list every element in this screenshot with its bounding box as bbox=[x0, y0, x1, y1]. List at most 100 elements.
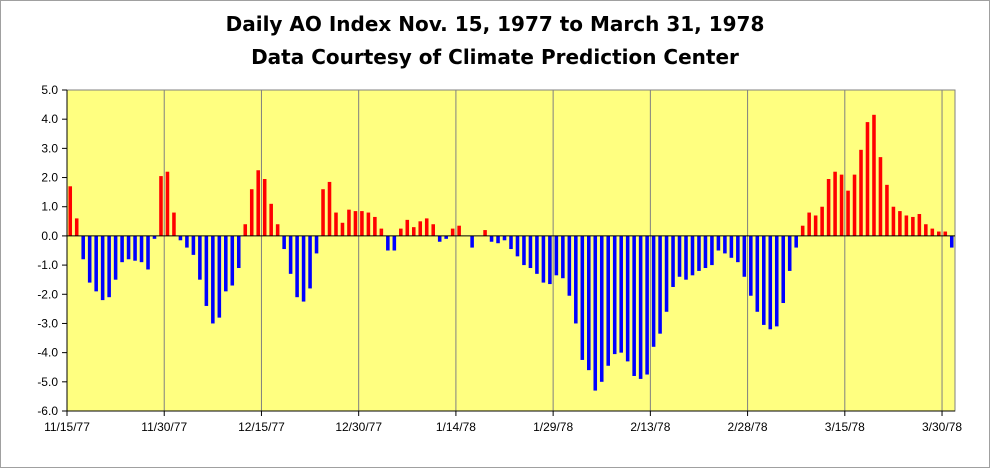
bar-day-111 bbox=[787, 235, 792, 271]
bar-day-74 bbox=[548, 235, 552, 285]
bar-day-108 bbox=[768, 235, 773, 330]
bar-day-51 bbox=[399, 228, 403, 236]
bar-day-96 bbox=[690, 235, 695, 276]
bar-day-118 bbox=[833, 171, 837, 236]
y-tick-label: 3.0 bbox=[41, 141, 58, 155]
y-tick-label: 0.0 bbox=[41, 229, 58, 243]
bar-day-66 bbox=[496, 235, 500, 244]
bar-day-5 bbox=[100, 235, 105, 301]
bar-day-34 bbox=[288, 235, 293, 274]
y-tick-label: -4.0 bbox=[37, 346, 58, 360]
bar-day-64 bbox=[483, 230, 487, 236]
bar-day-86 bbox=[625, 235, 630, 362]
y-tick-label: -6.0 bbox=[37, 404, 58, 418]
bar-day-50 bbox=[392, 235, 397, 251]
bar-day-90 bbox=[651, 235, 656, 347]
x-tick-label: 12/30/77 bbox=[335, 420, 382, 434]
bar-day-82 bbox=[599, 235, 604, 382]
bar-day-114 bbox=[807, 212, 811, 236]
vertical-gridlines bbox=[163, 90, 943, 411]
bar-day-98 bbox=[703, 235, 708, 269]
bar-day-132 bbox=[924, 224, 928, 236]
bar-day-14 bbox=[159, 176, 163, 236]
bar-day-65 bbox=[489, 235, 494, 242]
bar-day-70 bbox=[522, 235, 526, 266]
bar-day-27 bbox=[243, 224, 248, 236]
bar-day-43 bbox=[347, 209, 351, 236]
bar-day-49 bbox=[386, 235, 390, 251]
bar-day-76 bbox=[561, 235, 565, 279]
bar-day-22 bbox=[211, 235, 215, 324]
bar-day-95 bbox=[684, 235, 688, 280]
x-tick-label: 3/30/78 bbox=[922, 420, 962, 434]
bar-day-71 bbox=[528, 235, 533, 269]
bar-day-79 bbox=[580, 235, 585, 360]
bar-day-19 bbox=[191, 235, 196, 255]
bar-day-47 bbox=[373, 216, 377, 236]
bar-day-24 bbox=[224, 235, 228, 292]
bar-day-21 bbox=[204, 235, 209, 306]
bar-day-25 bbox=[230, 235, 235, 286]
bar-day-120 bbox=[846, 190, 850, 236]
bar-day-106 bbox=[755, 235, 760, 312]
bar-day-92 bbox=[664, 235, 669, 312]
bar-day-94 bbox=[677, 235, 682, 277]
bar-day-124 bbox=[872, 114, 876, 236]
bar-day-130 bbox=[911, 216, 915, 236]
bar-day-23 bbox=[217, 235, 222, 318]
bar-day-104 bbox=[742, 235, 747, 277]
bar-day-40 bbox=[327, 181, 332, 236]
bar-day-109 bbox=[774, 235, 779, 327]
x-tick-label: 11/15/77 bbox=[44, 420, 90, 434]
bar-day-83 bbox=[606, 235, 610, 366]
bar-day-13 bbox=[152, 235, 157, 239]
bar-day-116 bbox=[820, 206, 824, 236]
bar-day-59 bbox=[450, 228, 455, 236]
bar-day-33 bbox=[282, 235, 286, 250]
bar-day-89 bbox=[645, 235, 649, 375]
bar-day-75 bbox=[554, 235, 559, 276]
bar-day-3 bbox=[87, 235, 92, 283]
y-tick-label: 5.0 bbox=[41, 83, 58, 97]
chart-title-line-2: Data Courtesy of Climate Prediction Cent… bbox=[251, 45, 739, 69]
bar-day-112 bbox=[794, 235, 798, 248]
y-tick-label: -2.0 bbox=[37, 287, 58, 301]
bar-day-28 bbox=[249, 189, 254, 236]
bar-day-48 bbox=[379, 228, 384, 236]
bar-day-133 bbox=[930, 228, 935, 236]
bar-day-110 bbox=[781, 235, 786, 304]
bar-day-11 bbox=[139, 235, 144, 263]
bar-day-1 bbox=[74, 218, 79, 236]
bar-day-77 bbox=[567, 235, 572, 296]
bar-day-57 bbox=[437, 235, 442, 242]
x-tick-label: 1/14/78 bbox=[436, 420, 476, 434]
bar-day-30 bbox=[262, 179, 267, 236]
plot-area bbox=[66, 89, 956, 412]
bar-day-9 bbox=[126, 235, 131, 260]
bar-day-127 bbox=[891, 206, 896, 236]
bar-day-18 bbox=[185, 235, 189, 248]
bar-day-103 bbox=[736, 235, 740, 263]
bar-day-15 bbox=[165, 171, 170, 236]
bar-day-35 bbox=[295, 235, 299, 298]
bar-day-2 bbox=[81, 235, 85, 260]
bar-day-58 bbox=[444, 235, 448, 239]
bar-day-41 bbox=[334, 212, 338, 236]
bar-day-102 bbox=[729, 235, 734, 258]
bar-day-101 bbox=[723, 235, 727, 254]
bar-day-36 bbox=[301, 235, 306, 302]
bar-day-87 bbox=[632, 235, 636, 376]
bar-day-84 bbox=[612, 235, 617, 355]
bar-day-91 bbox=[658, 235, 662, 334]
x-tick-label: 2/13/78 bbox=[630, 420, 670, 434]
bar-day-8 bbox=[120, 235, 124, 263]
bar-day-97 bbox=[697, 235, 701, 271]
chart-title-line-1: Daily AO Index Nov. 15, 1977 to March 31… bbox=[226, 12, 765, 36]
bar-day-119 bbox=[839, 174, 844, 236]
x-tick-label: 1/29/78 bbox=[533, 420, 573, 434]
y-tick-label: 1.0 bbox=[41, 200, 58, 214]
bar-day-37 bbox=[308, 235, 312, 289]
bar-day-20 bbox=[198, 235, 202, 280]
